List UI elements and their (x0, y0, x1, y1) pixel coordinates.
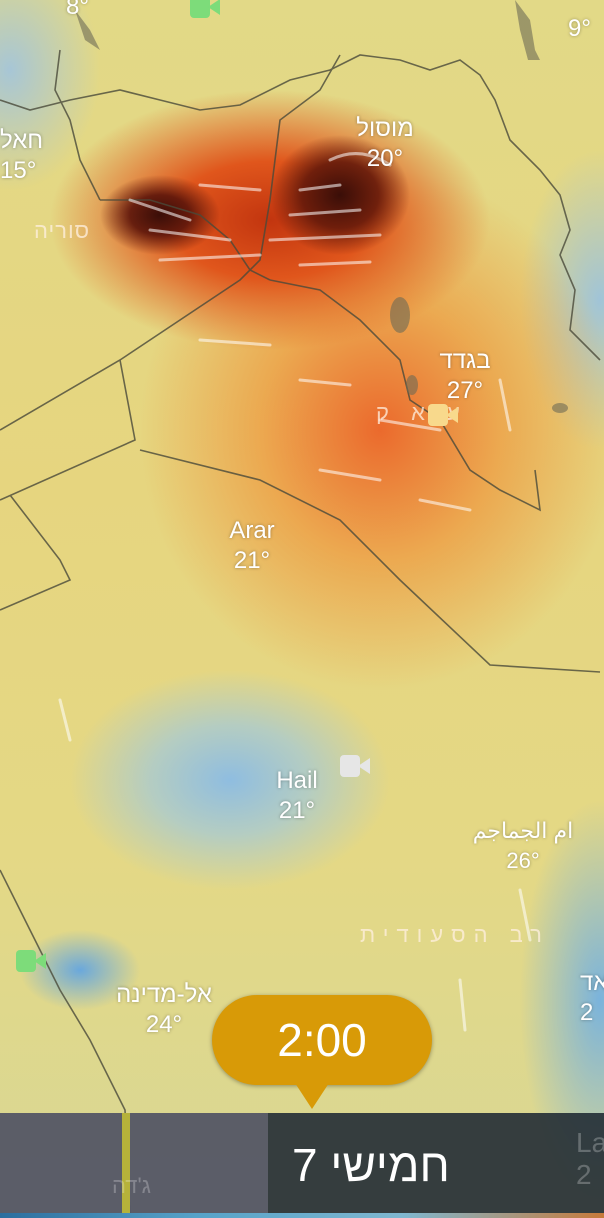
city-label[interactable]: אד 2 (580, 968, 604, 1028)
timeline-current-day[interactable] (268, 1113, 604, 1213)
country-label: סוריה (34, 218, 91, 243)
city-temp: 9° (568, 15, 591, 42)
city-label[interactable]: מוסול 20° (345, 114, 425, 174)
city-label[interactable]: אל-מדינה 24° (104, 980, 224, 1040)
city-temp: 21° (233, 547, 271, 574)
timeline-now-marker (122, 1113, 130, 1213)
city-name: בגדד (439, 347, 491, 374)
city-label[interactable]: ام الجماجم 26° (463, 816, 583, 876)
webcam-icon[interactable] (190, 0, 220, 18)
day-label: חמישי 7 (292, 1139, 450, 1191)
city-label[interactable]: חאל 15° (0, 126, 43, 186)
webcam-icon[interactable] (428, 404, 458, 426)
timeline-past-segment[interactable] (0, 1113, 268, 1213)
city-temp: 26° (506, 848, 540, 873)
time-bubble[interactable]: 2:00 (212, 995, 432, 1085)
city-name: אל-מדינה (116, 981, 212, 1008)
country-label: רב הסעודית (360, 922, 550, 947)
map-label-faded: La 2 (576, 1127, 604, 1191)
city-temp: 8° (66, 0, 89, 20)
webcam-icon[interactable] (16, 950, 46, 972)
color-scale-bar (0, 1213, 604, 1218)
city-label[interactable]: בגדד 27° (425, 346, 505, 406)
city-name: Arar (229, 517, 275, 544)
city-temp: 15° (0, 157, 37, 184)
timeline-bar[interactable]: ג'דה La 2 חמישי 7 (0, 1113, 604, 1213)
city-name: ام الجماجم (472, 818, 574, 843)
map-label-faded: ג'דה (112, 1173, 151, 1198)
city-temp: 20° (366, 145, 404, 172)
city-temp: 24° (145, 1011, 183, 1038)
city-temp: 27° (446, 377, 484, 404)
city-name: מוסול (356, 115, 414, 142)
city-name: Hail (276, 767, 318, 794)
city-temp: 21° (278, 797, 316, 824)
time-bubble-pointer (295, 1083, 329, 1109)
webcam-icon[interactable] (340, 755, 370, 777)
city-name: חאל (0, 127, 44, 154)
city-label[interactable]: 9° (568, 14, 591, 44)
city-label[interactable]: 8° (66, 0, 89, 22)
city-name: אד (580, 969, 604, 996)
city-label[interactable]: Hail 21° (257, 766, 337, 826)
city-label[interactable]: Arar 21° (212, 516, 292, 576)
faded-text: La (576, 1127, 604, 1158)
faded-text: 2 (576, 1159, 592, 1190)
city-temp: 2 (580, 999, 594, 1026)
